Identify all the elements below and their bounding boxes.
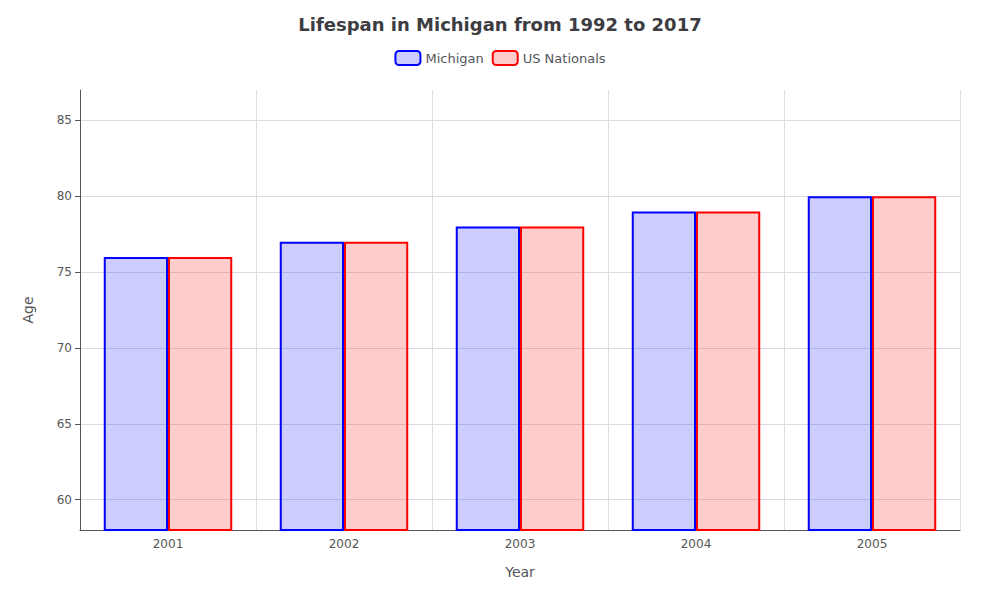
svg-text:2004: 2004 — [681, 537, 712, 551]
svg-text:80: 80 — [57, 189, 72, 203]
svg-text:Michigan: Michigan — [425, 51, 483, 66]
svg-text:2005: 2005 — [857, 537, 888, 551]
svg-text:60: 60 — [57, 493, 72, 507]
svg-text:Year: Year — [504, 564, 535, 580]
svg-text:85: 85 — [57, 113, 72, 127]
svg-text:75: 75 — [57, 265, 72, 279]
svg-text:Lifespan in Michigan from 1992: Lifespan in Michigan from 1992 to 2017 — [298, 14, 701, 35]
svg-text:65: 65 — [57, 417, 72, 431]
svg-text:70: 70 — [57, 341, 72, 355]
svg-text:Age: Age — [20, 296, 36, 323]
svg-text:US Nationals: US Nationals — [523, 51, 606, 66]
svg-text:2002: 2002 — [329, 537, 360, 551]
svg-text:2003: 2003 — [505, 537, 536, 551]
svg-text:2001: 2001 — [153, 537, 184, 551]
